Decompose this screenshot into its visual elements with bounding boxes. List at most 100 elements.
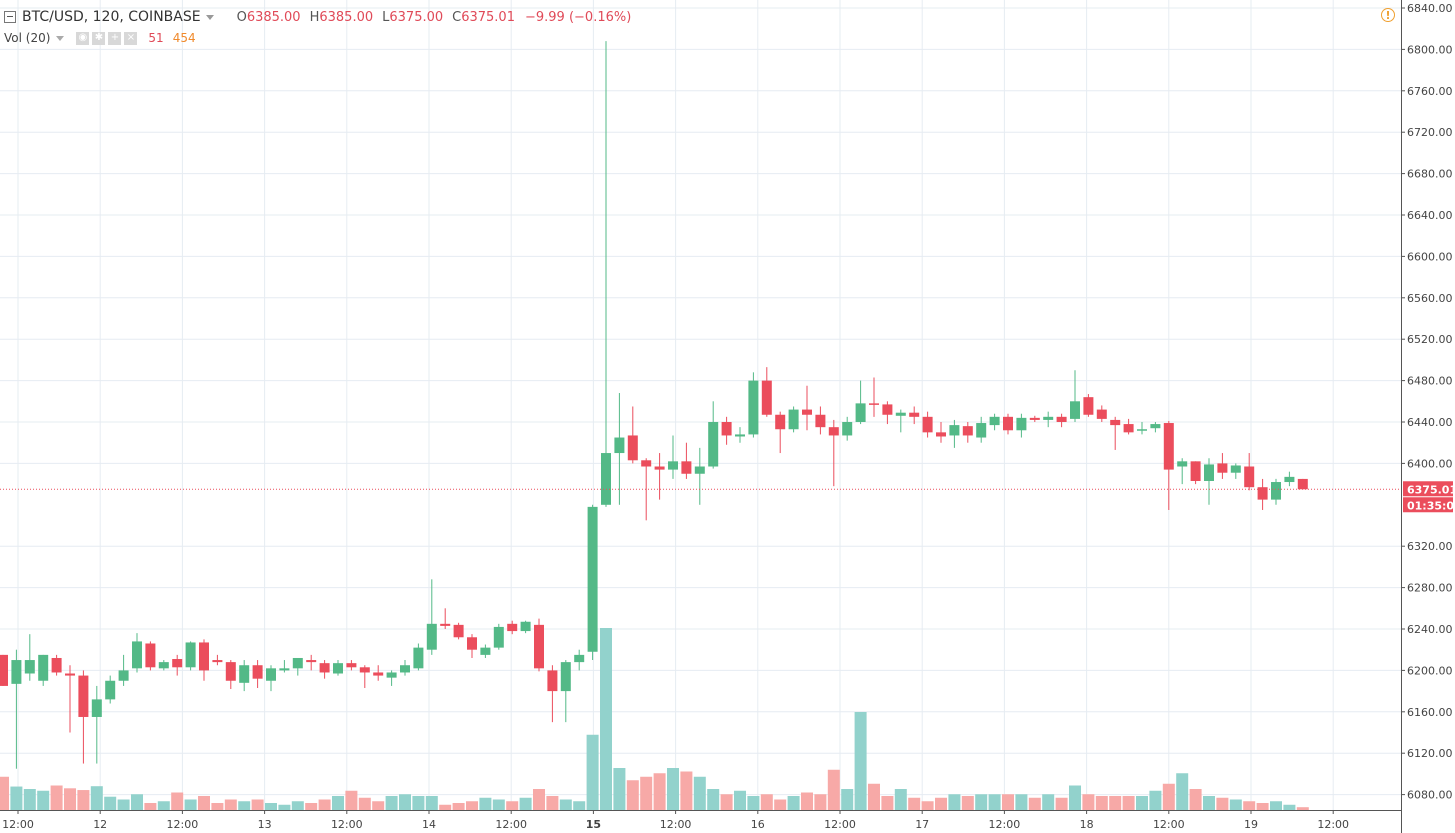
gear-icon[interactable]: ✱	[92, 31, 106, 45]
time-tick-label: 17	[915, 818, 929, 831]
volume-bar	[921, 801, 934, 810]
volume-bar	[77, 790, 90, 810]
volume-bar	[720, 794, 733, 810]
candle-body	[105, 680, 116, 700]
candle-body	[882, 404, 893, 415]
candle-body	[266, 668, 276, 681]
volume-bar	[90, 786, 103, 810]
candle-body	[694, 466, 705, 474]
time-tick-label: 16	[751, 818, 765, 831]
volume-bar	[519, 797, 532, 810]
volume-title[interactable]: Vol (20)	[4, 31, 51, 45]
candle-body	[507, 623, 518, 632]
time-tick-label: 12:00	[495, 818, 527, 831]
volume-bar	[814, 794, 827, 810]
volume-bar	[117, 799, 130, 810]
candle-body	[828, 427, 839, 436]
time-tick-label: 12:00	[167, 818, 199, 831]
candle-body	[587, 506, 598, 652]
volume-bar	[64, 788, 76, 810]
volume-bar	[948, 794, 961, 810]
volume-bar	[23, 789, 36, 810]
candle-body	[1070, 401, 1080, 419]
collapse-toggle-icon[interactable]	[4, 11, 16, 23]
volume-bar	[372, 801, 385, 810]
volume-bar	[1149, 790, 1162, 810]
price-tick-label: 6160.00	[1407, 706, 1453, 719]
price-tick-label: 6680.00	[1407, 168, 1453, 181]
volume-bar	[358, 797, 371, 810]
candle-body	[239, 665, 250, 683]
symbol-title[interactable]: BTC/USD, 120, COINBASE	[22, 9, 201, 25]
volume-bar	[144, 803, 157, 810]
chart-grid	[0, 0, 1401, 810]
candle-body	[614, 437, 625, 454]
candle-body	[359, 667, 370, 673]
volume-bar	[734, 790, 746, 810]
plus-icon[interactable]: +	[108, 31, 122, 45]
time-axis[interactable]: 12:00 12 12:00 13 12:00 14 12:00 15 12:00 16 12:00…	[0, 810, 1401, 831]
volume-bar	[961, 796, 974, 810]
volume-bar	[1028, 797, 1041, 810]
candle-body	[1230, 465, 1241, 473]
candle-body	[547, 670, 558, 692]
low-value: 6375.00	[389, 9, 444, 25]
volume-bar	[305, 803, 318, 810]
candle-body	[520, 621, 531, 632]
time-tick-label: 12:00	[2, 818, 34, 831]
volume-bar	[908, 797, 921, 810]
candle-body	[627, 435, 638, 461]
volume-bar	[385, 796, 398, 810]
volume-bar	[224, 799, 237, 810]
candle-body	[922, 416, 933, 433]
candle-body	[842, 422, 853, 436]
candle-body	[1096, 409, 1107, 419]
candle-body	[989, 416, 1000, 426]
volume-bar	[881, 796, 894, 810]
candle-body	[306, 660, 317, 663]
price-axis[interactable]: 6840.00 6800.00 6760.00 6720.00 6680.00 6640.…	[1401, 0, 1453, 833]
volume-bar	[466, 801, 478, 810]
alert-icon[interactable]: !	[1381, 8, 1395, 22]
open-label: O	[236, 9, 247, 25]
volume-bar	[157, 801, 170, 810]
close-icon[interactable]: ×	[124, 31, 138, 45]
price-tick-label: 6720.00	[1407, 126, 1453, 139]
volume-bar	[439, 804, 452, 810]
chevron-down-icon[interactable]	[56, 35, 65, 41]
volume-bar	[935, 797, 947, 810]
price-tick-label: 6080.00	[1407, 789, 1453, 802]
volume-bar	[332, 796, 344, 810]
volume-bar	[1069, 785, 1081, 810]
time-tick-label: 12	[93, 818, 107, 831]
price-tick-label: 6400.00	[1407, 457, 1453, 470]
volume-bar	[104, 796, 117, 810]
time-tick-label: 15	[586, 818, 601, 831]
volume-bars	[0, 628, 1309, 810]
candle-body	[413, 647, 424, 669]
candle-body	[172, 659, 183, 668]
volume-bar	[774, 799, 787, 810]
volume-bar	[1002, 794, 1014, 810]
price-tick-label: 6800.00	[1407, 43, 1453, 56]
candlesticks	[0, 41, 1308, 769]
volume-bar	[600, 628, 612, 810]
candle-body	[855, 403, 866, 422]
volume-bar	[251, 799, 264, 810]
candle-body	[333, 663, 343, 674]
candle-body	[1163, 423, 1174, 470]
volume-bar	[265, 803, 277, 810]
chevron-down-icon[interactable]	[205, 14, 214, 20]
price-tick-label: 6520.00	[1407, 333, 1453, 346]
volume-bar	[1015, 794, 1028, 810]
time-tick-label: 12:00	[1153, 818, 1185, 831]
candle-body	[1083, 397, 1094, 415]
low-label: L	[382, 9, 390, 25]
candle-body	[802, 409, 812, 415]
last-price-tags: 6375.01 01:35:03	[1403, 481, 1455, 513]
eye-icon[interactable]: ◉	[76, 31, 90, 45]
candle-body	[534, 624, 544, 669]
candle-body	[1217, 463, 1228, 473]
candle-body	[1110, 419, 1121, 426]
